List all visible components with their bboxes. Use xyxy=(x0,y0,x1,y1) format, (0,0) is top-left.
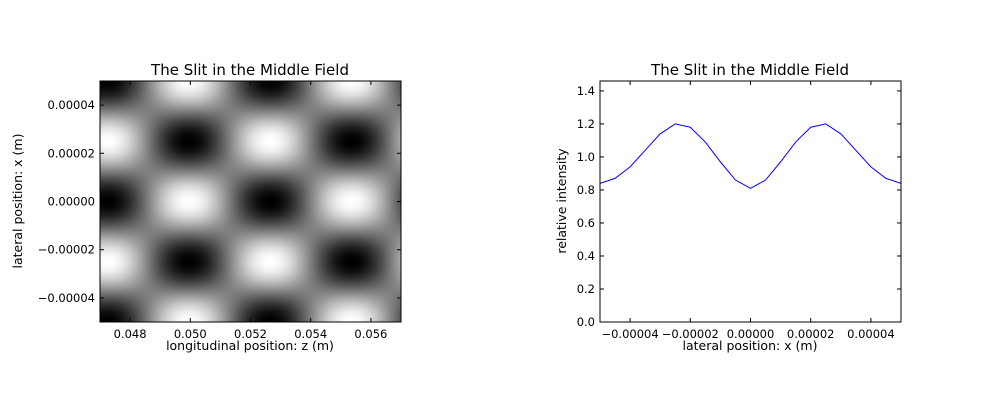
heatmap-y-ticks: 0.00004 0.00002 0.00000 −0.00002 −0.00004 xyxy=(38,98,401,305)
line-ytick-label: 0.4 xyxy=(577,249,595,263)
line-xtick-label: 0.00002 xyxy=(787,327,835,341)
line-y-label: relative intensity xyxy=(554,148,569,254)
line-plot-background xyxy=(600,81,901,322)
heatmap-ytick-label: −0.00002 xyxy=(38,243,95,257)
line-ytick-label: 1.4 xyxy=(577,84,595,98)
line-ytick-label: 1.0 xyxy=(577,150,595,164)
line-ytick-label: 0.2 xyxy=(577,282,595,296)
heatmap-x-label: longitudinal position: z (m) xyxy=(166,338,334,353)
line-ytick-label: 0.8 xyxy=(577,183,595,197)
heatmap-panel: The Slit in the Middle Field 0.048 0.050 0… xyxy=(10,61,402,353)
heatmap-ytick-label: 0.00002 xyxy=(47,146,95,160)
line-panel: The Slit in the Middle Field −0.00004 −0.… xyxy=(554,61,902,353)
heatmap-title: The Slit in the Middle Field xyxy=(150,61,349,79)
heatmap-xtick-label: 0.050 xyxy=(174,327,207,341)
heatmap-xtick-label: 0.048 xyxy=(114,327,147,341)
heatmap-xtick-label: 0.054 xyxy=(294,327,327,341)
line-xtick-label: −0.00004 xyxy=(601,327,658,341)
line-ytick-label: 0.0 xyxy=(577,315,595,329)
heatmap-ytick-label: 0.00000 xyxy=(47,195,95,209)
line-x-label: lateral position: x (m) xyxy=(683,338,818,353)
intensity-line xyxy=(599,123,902,189)
heatmap-xtick-label: 0.052 xyxy=(234,327,267,341)
line-ytick-label: 0.6 xyxy=(577,216,595,230)
line-xtick-label: 0.00000 xyxy=(727,327,775,341)
line-y-ticks: 0.0 0.2 0.4 0.6 0.8 1.0 1.2 1.4 xyxy=(577,84,901,329)
heatmap-y-label: lateral position: x (m) xyxy=(10,134,25,269)
line-ytick-label: 1.2 xyxy=(577,117,595,131)
heatmap-xtick-label: 0.056 xyxy=(354,327,387,341)
heatmap-ytick-label: −0.00004 xyxy=(38,291,95,305)
heatmap-ytick-label: 0.00004 xyxy=(47,98,95,112)
heatmap-x-ticks: 0.048 0.050 0.052 0.054 0.056 xyxy=(114,81,387,341)
line-x-ticks: −0.00004 −0.00002 0.00000 0.00002 0.00004 xyxy=(601,81,895,341)
heatmap-image xyxy=(100,81,401,322)
line-title: The Slit in the Middle Field xyxy=(650,61,849,79)
line-xtick-label: 0.00004 xyxy=(847,327,895,341)
line-xtick-label: −0.00002 xyxy=(662,327,719,341)
